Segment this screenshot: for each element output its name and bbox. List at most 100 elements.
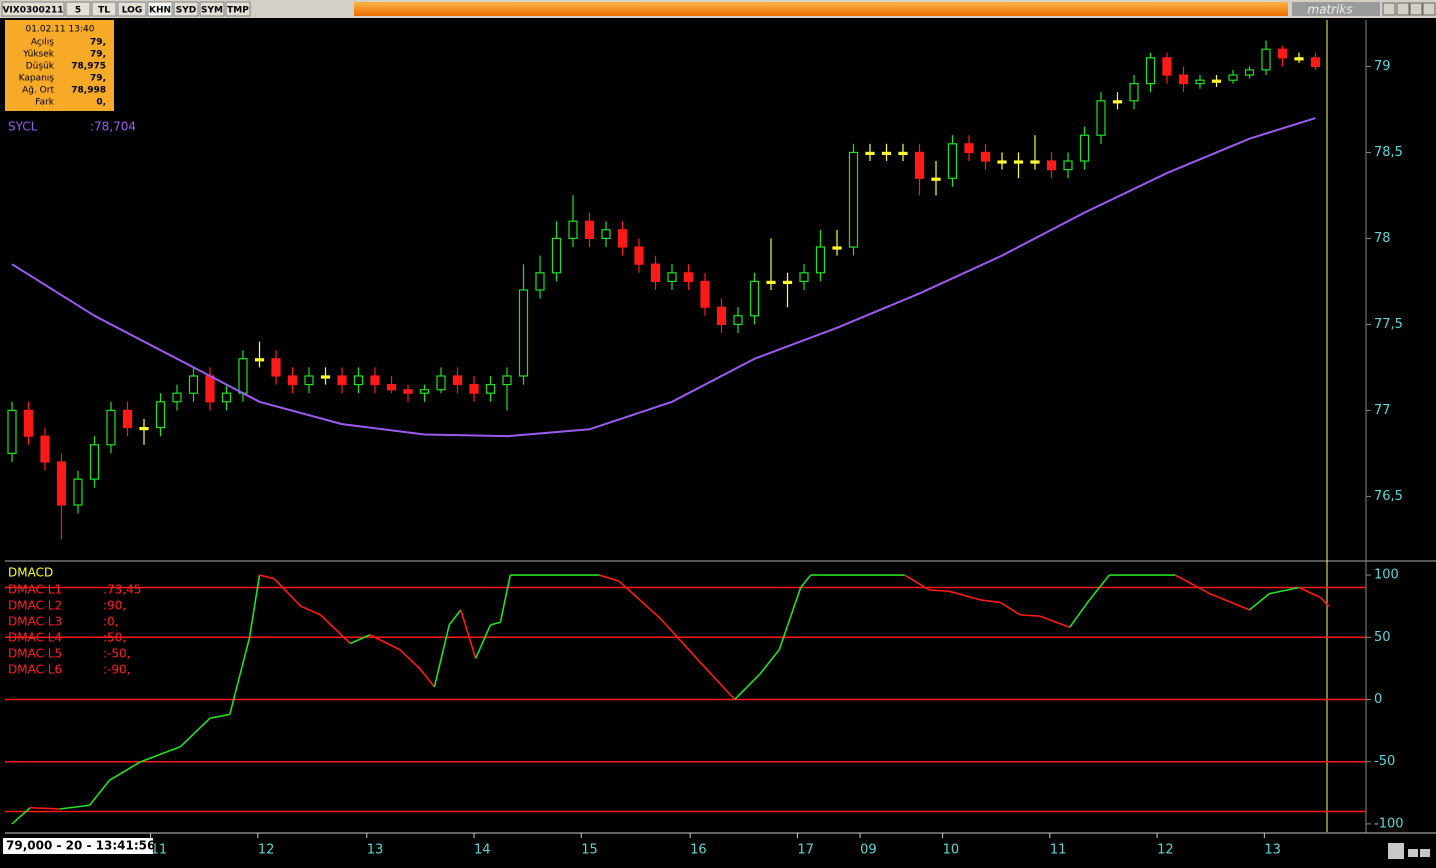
candle-body [337,375,347,386]
candle-body [1294,57,1304,61]
candle-body [634,246,644,265]
candle-body [716,306,727,325]
indicator-segment [259,574,275,580]
legend-value: :-50, [103,647,130,661]
candle-body [1310,57,1321,68]
indicator-segment [1319,596,1330,607]
zoom-out[interactable] [1408,849,1418,857]
close[interactable] [1422,2,1436,16]
candle-body [73,478,83,506]
x-tick-label: 12 [258,843,275,858]
indicator-segment [778,587,802,650]
brand: matriks [1307,3,1352,17]
toolbar-button[interactable] [65,1,91,17]
indicator-segment [929,589,950,593]
indicator-segment [1069,599,1091,628]
indicator-segment [248,574,261,638]
candle-body [485,383,496,394]
y-tick-label: 78 [1374,231,1391,246]
indicator-segment [618,580,661,620]
toolbar-button[interactable] [91,1,117,17]
indicator-segment [599,574,620,583]
indicator-segment [1298,586,1321,599]
toolbar-button[interactable] [225,1,251,17]
candle-body [238,358,248,394]
candle-body [254,358,265,362]
toolbar-button[interactable] [199,1,225,17]
toolbar-button[interactable] [173,1,199,17]
indicator-segment [699,661,736,701]
maximize[interactable] [1409,2,1423,16]
indicator-segment [179,717,211,748]
toolbar-button-label: TL [98,6,110,16]
toolbar-button[interactable] [1,1,65,17]
candle-body [914,151,925,179]
candle-body [931,177,941,181]
toolbar-button[interactable] [147,1,173,17]
toolbar-bar [354,2,1288,16]
indicator-value: :78,704 [90,120,136,134]
info-value: 79, [90,74,106,84]
candle-body [733,315,743,325]
indicator-segment [108,761,142,782]
candle-body [1112,100,1123,104]
candle-body [584,220,595,240]
indicator-segment [59,804,90,810]
candle-body [865,151,875,156]
candle-body [749,280,760,317]
y-tick-label: 0 [1374,692,1382,707]
indicator-segment [11,807,31,825]
candle-body [1079,134,1090,162]
candle-body [568,220,578,240]
indicator-segment [1209,592,1250,611]
y-tick-label: 78,5 [1374,145,1403,160]
candle-body [172,392,182,403]
candle-body [221,392,232,403]
toolbar-button-label: KHN [149,6,171,16]
candle-body [353,375,364,386]
candle-body [1129,83,1139,102]
minimize[interactable] [1396,2,1410,16]
candle-body [1195,79,1205,85]
indicator-segment [88,779,110,806]
candle-body [535,272,545,291]
indicator-segment [1088,574,1110,601]
legend-value: :90, [103,599,126,613]
indicator-segment [30,806,60,810]
indicator-segment [474,624,492,659]
x-tick-label: 17 [797,843,814,858]
refresh-button[interactable] [1388,843,1404,859]
candle-body [320,375,331,379]
dropdown[interactable] [1382,2,1396,16]
candle-body [56,461,67,506]
indicator-line [11,117,1316,438]
y-tick-label: 50 [1374,630,1391,645]
indicator-segment [369,634,401,651]
x-tick-label: 10 [943,843,960,858]
info-box [5,20,114,111]
candle-body [436,375,446,391]
candle-body [997,160,1007,164]
info-label: Düşük [26,62,55,72]
candle-body [1277,48,1288,59]
candle-body [1244,69,1255,76]
indicator-segment [448,609,462,626]
candle-body [1046,160,1057,171]
info-label: Fark [35,98,55,108]
candle-body [815,246,826,274]
candle-body [980,151,991,162]
toolbar-button-label: 5 [75,6,81,16]
indicator-segment [209,713,230,719]
candle-body [1178,74,1189,85]
legend-name: DMAC L4 [8,631,62,645]
x-tick-label: 11 [1050,843,1067,858]
zoom-in[interactable] [1420,849,1430,857]
toolbar-button[interactable] [117,1,147,17]
candle-body [667,272,677,283]
y-tick-label: 79 [1374,59,1391,74]
candle-body [271,358,281,377]
candle-body [799,272,809,283]
indicator-segment [319,614,351,645]
toolbar-button-label: LOG [122,6,142,16]
legend-name: DMAC L5 [8,647,62,661]
